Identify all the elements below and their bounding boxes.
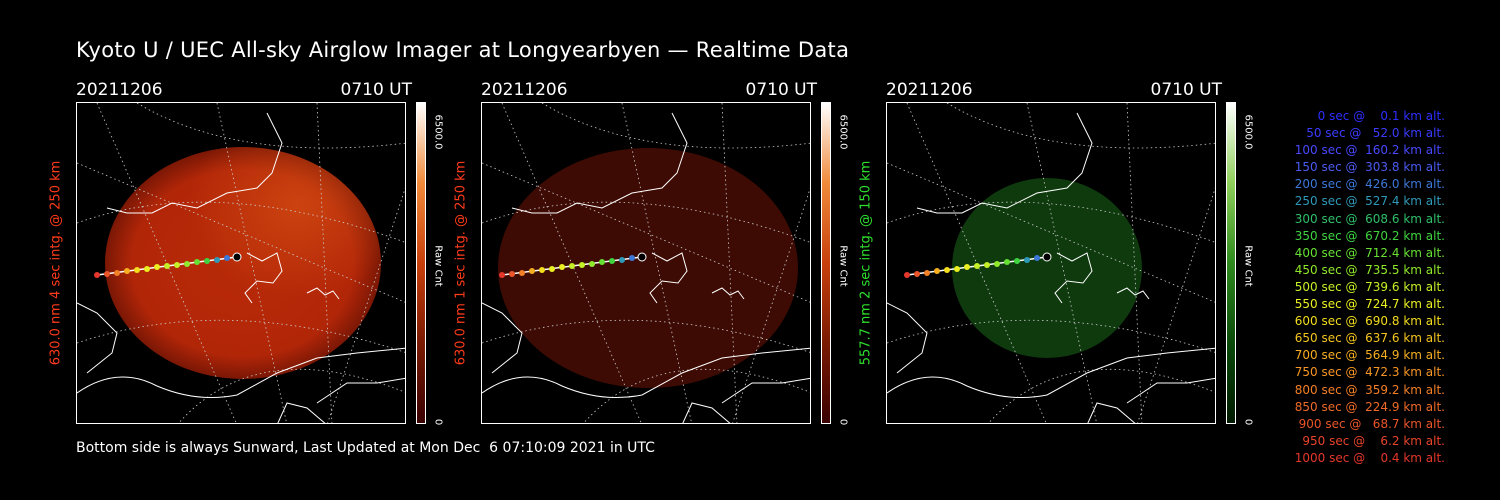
legend-entry: 650 sec @ 637.6 km alt. [1290, 331, 1445, 346]
legend-entry: 150 sec @ 303.8 km alt. [1290, 160, 1445, 175]
panel-date: 20211206 [886, 80, 973, 100]
colorbar-unit: Raw Cnt [432, 245, 444, 287]
wavelength-label: 630.0 nm 4 sec intg. @ 250 km [48, 160, 64, 366]
wavelength-label: 630.0 nm 1 sec intg. @ 250 km [453, 160, 469, 366]
legend-entry: 800 sec @ 359.2 km alt. [1290, 382, 1445, 397]
wavelength-label: 557.7 nm 2 sec intg. @ 150 km [858, 160, 874, 366]
legend-entry: 300 sec @ 608.6 km alt. [1290, 211, 1445, 226]
colorbar-min: 0 [432, 418, 444, 426]
page-title: Kyoto U / UEC All-sky Airglow Imager at … [76, 38, 850, 62]
panel-time: 0710 UT [745, 80, 818, 100]
colorbar-max: 6500.0 [837, 114, 849, 150]
altitude-legend: 0 sec @ 0.1 km alt. 50 sec @ 52.0 km alt… [1255, 108, 1445, 467]
airglow-panel-2: 20211206 0710 UT [454, 80, 891, 430]
colorbar-max: 6500.0 [1242, 114, 1254, 150]
airglow-panel-1: 20211206 0710 UT [49, 80, 486, 430]
legend-entry: 250 sec @ 527.4 km alt. [1290, 194, 1445, 209]
allsky-image [481, 102, 811, 424]
legend-entry: 200 sec @ 426.0 km alt. [1290, 177, 1445, 192]
legend-entry: 750 sec @ 472.3 km alt. [1290, 365, 1445, 380]
airglow-disk [498, 148, 798, 388]
legend-entry: 600 sec @ 690.8 km alt. [1290, 314, 1445, 329]
panel-time: 0710 UT [340, 80, 413, 100]
allsky-map [887, 103, 1215, 423]
colorbar-max: 6500.0 [432, 114, 444, 150]
colorbar-unit: Raw Cnt [837, 245, 849, 287]
legend-entry: 400 sec @ 712.4 km alt. [1290, 245, 1445, 260]
colorbar-min: 0 [1242, 418, 1254, 426]
colorbar [821, 102, 831, 424]
panel-time: 0710 UT [1150, 80, 1223, 100]
legend-entry: 700 sec @ 564.9 km alt. [1290, 348, 1445, 363]
panel-date: 20211206 [481, 80, 568, 100]
allsky-image [76, 102, 406, 424]
legend-entry: 350 sec @ 670.2 km alt. [1290, 228, 1445, 243]
legend-entry: 950 sec @ 6.2 km alt. [1298, 433, 1445, 448]
legend-entry: 850 sec @ 224.9 km alt. [1290, 399, 1445, 414]
legend-entry: 50 sec @ 52.0 km alt. [1298, 126, 1445, 141]
panel-date: 20211206 [76, 80, 163, 100]
colorbar [1226, 102, 1236, 424]
legend-entry: 1000 sec @ 0.4 km alt. [1294, 450, 1445, 465]
legend-entry: 550 sec @ 724.7 km alt. [1290, 297, 1445, 312]
legend-entry: 500 sec @ 739.6 km alt. [1290, 279, 1445, 294]
colorbar [416, 102, 426, 424]
allsky-map [482, 103, 810, 423]
allsky-map [77, 103, 405, 423]
colorbar-unit: Raw Cnt [1242, 245, 1254, 287]
legend-entry: 100 sec @ 160.2 km alt. [1290, 143, 1445, 158]
airglow-disk [952, 178, 1142, 358]
airglow-panel-3: 20211206 0710 UT [859, 80, 1296, 430]
legend-entry: 450 sec @ 735.5 km alt. [1290, 262, 1445, 277]
legend-entry: 0 sec @ 0.1 km alt. [1306, 109, 1445, 123]
footer-note: Bottom side is always Sunward, Last Upda… [76, 440, 655, 456]
colorbar-min: 0 [837, 418, 849, 426]
allsky-image [886, 102, 1216, 424]
legend-entry: 900 sec @ 68.7 km alt. [1294, 416, 1445, 431]
